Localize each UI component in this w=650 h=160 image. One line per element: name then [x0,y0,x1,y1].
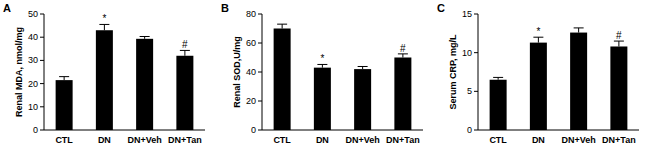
significance-marker: * [536,26,540,37]
error-bar [317,64,327,67]
error-bar [180,50,190,55]
y-tick-label: 40 [246,67,256,77]
y-tick-label: 10 [462,48,472,58]
error-bar [614,41,624,46]
x-tick-label: DN+Veh [345,135,379,145]
x-tick-label: DN [532,135,545,145]
panel: A Renal MDA, nmol/mg 0 10 20 30 40 50 CTL DN * DN+V… [3,2,205,145]
figure: ARenal MDA, nmol/mg01020304050CTLDN*DN+V… [0,0,650,160]
y-tick [474,52,478,53]
x-tick-label: DN+Tan [168,135,202,145]
y-tick [40,14,44,15]
y-tick-label: 5 [467,86,472,96]
y-tick-label: 15 [462,9,472,19]
significance-marker: # [616,30,622,41]
x-tick-label: DN [98,135,111,145]
y-axis-label: Renal MDA, nmol/mg [14,27,24,117]
y-tick [474,91,478,92]
error-bar [533,37,543,42]
error-bar [358,66,368,69]
y-tick-label: 0 [251,125,256,135]
y-tick [40,60,44,61]
bar [570,33,587,130]
error-bar [493,77,503,79]
bar [394,58,411,131]
y-tick [40,83,44,84]
bar [490,80,507,130]
y-tick-label: 10 [28,102,38,112]
y-tick-label: 0 [33,125,38,135]
y-tick-label: 50 [28,9,38,19]
x-tick-label: DN [316,135,329,145]
y-tick [474,14,478,15]
y-tick-label: 80 [246,9,256,19]
y-tick-label: 30 [28,55,38,65]
x-tick-label: DN+Tan [386,135,420,145]
x-tick-label: CTL [55,135,73,145]
panel-letter: B [221,2,229,14]
y-axis-line [44,14,45,130]
y-tick [40,37,44,38]
x-tick-label: DN+Tan [602,135,636,145]
y-tick [258,14,262,15]
y-tick-label: 0 [467,125,472,135]
y-tick-label: 60 [246,38,256,48]
error-bar [59,77,69,80]
bar [530,43,547,130]
significance-marker: # [182,39,188,50]
y-tick [474,130,478,131]
significance-marker: * [320,53,324,64]
error-bar [277,24,287,28]
y-axis-label: Serum CRP, mg/L [448,34,458,109]
y-tick-label: 40 [28,32,38,42]
bar [136,39,153,130]
error-bar [99,24,109,30]
error-bar [140,37,150,39]
bar [274,29,291,131]
x-tick-label: DN+Veh [127,135,161,145]
panel: C Serum CRP, mg/L 0 5 10 15 CTL DN * DN+Veh DN+Tan… [437,2,639,145]
panel: B Renal SOD,U/mg 0 20 40 60 80 CTL DN * DN+Veh DN+T… [221,2,423,145]
bar [56,80,73,130]
marks [490,28,628,130]
y-tick [40,130,44,131]
y-tick [40,106,44,107]
bar [96,30,113,130]
bar [314,68,331,130]
x-tick-label: CTL [489,135,507,145]
y-tick [258,101,262,102]
x-tick-label: DN+Veh [561,135,595,145]
y-tick-label: 20 [246,96,256,106]
error-bar [574,28,584,33]
marks [56,24,194,130]
significance-marker: # [400,43,406,54]
y-tick-label: 20 [28,79,38,89]
panel-letter: A [3,2,11,14]
marks [274,24,412,130]
y-axis-label: Renal SOD,U/mg [232,36,242,108]
significance-marker: * [102,13,106,24]
y-tick [258,130,262,131]
panel-letter: C [437,2,445,14]
bar [176,56,193,130]
y-tick [258,43,262,44]
error-bar [398,54,408,58]
bar [354,69,371,130]
y-tick [258,72,262,73]
bar [610,46,627,130]
x-tick-label: CTL [273,135,291,145]
y-axis-line [478,14,479,130]
